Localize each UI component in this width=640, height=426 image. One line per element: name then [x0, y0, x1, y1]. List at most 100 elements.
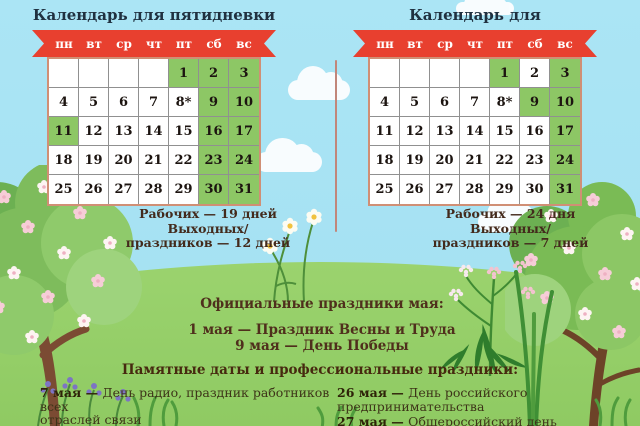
day-header: вт [86, 36, 102, 51]
empty-cell [109, 59, 139, 88]
memorable-entry-line: предпринимательства [337, 398, 485, 414]
day-cell: 30 [520, 175, 550, 204]
official-holidays-block: Официальные праздники мая: 1 мая — Празд… [172, 296, 472, 354]
stats-line: Рабочих — 19 дней [139, 206, 277, 221]
stats-five-day: Рабочих — 19 дней Выходных/праздников — 1… [103, 206, 313, 251]
cloud [288, 66, 350, 101]
day-header: сб [527, 36, 543, 51]
memorable-dates-right-column: 26 мая — День российского предприниматель… [337, 386, 629, 426]
cloud [256, 138, 322, 173]
day-header: вт [407, 36, 423, 51]
day-cell: 25 [370, 175, 400, 204]
official-holidays-heading: Официальные праздники мая: [200, 296, 444, 312]
day-header: ср [116, 36, 132, 51]
day-cell: 2 [199, 59, 229, 88]
day-cell: 7 [139, 88, 169, 117]
day-cell: 12 [79, 117, 109, 146]
day-cell: 23 [520, 146, 550, 175]
grass-tuft-illustration [594, 396, 632, 426]
memorable-dates-heading: Памятные даты и профессиональные праздни… [121, 362, 519, 378]
day-cell: 10 [229, 88, 259, 117]
day-cell: 20 [109, 146, 139, 175]
day-cell: 8* [169, 88, 199, 117]
day-cell: 6 [430, 88, 460, 117]
day-cell: 11 [49, 117, 79, 146]
empty-cell [400, 59, 430, 88]
stats-line: Выходных/ [167, 220, 249, 236]
memorable-entry-date: 26 мая — [337, 385, 409, 400]
day-cell: 30 [199, 175, 229, 204]
day-cell: 27 [109, 175, 139, 204]
stats-line: Выходных/ [470, 220, 551, 236]
day-header: ср [437, 36, 453, 51]
day-cell: 29 [169, 175, 199, 204]
tall-grass-illustration [514, 270, 554, 426]
day-header: пн [376, 36, 394, 51]
official-holidays-list: 1 мая — Праздник Весны и Труда 9 мая — Де… [172, 322, 472, 354]
empty-cell [49, 59, 79, 88]
day-cell: 13 [430, 117, 460, 146]
daisy-flowers-illustration [262, 208, 322, 302]
day-cell: 23 [199, 146, 229, 175]
day-cell: 9 [520, 88, 550, 117]
day-cell: 25 [49, 175, 79, 204]
day-cell: 17 [229, 117, 259, 146]
holiday-item: 1 мая — Праздник Весны и Труда [188, 322, 456, 338]
day-cell: 31 [550, 175, 580, 204]
day-cell: 11 [370, 117, 400, 146]
day-cell: 5 [400, 88, 430, 117]
day-header: пт [496, 36, 514, 51]
day-cell: 26 [400, 175, 430, 204]
day-cell: 17 [550, 117, 580, 146]
day-cell: 1 [490, 59, 520, 88]
day-cell: 24 [550, 146, 580, 175]
day-cell: 14 [460, 117, 490, 146]
day-cell: 16 [520, 117, 550, 146]
day-cell: 22 [169, 146, 199, 175]
day-cell: 16 [199, 117, 229, 146]
empty-cell [430, 59, 460, 88]
day-cell: 4 [370, 88, 400, 117]
day-cell: 28 [460, 175, 490, 204]
holiday-item: 9 мая — День Победы [235, 338, 409, 354]
day-cell: 4 [49, 88, 79, 117]
day-cell: 26 [79, 175, 109, 204]
stats-six-day: Рабочих — 24 дня Выходных/праздников — 7 … [423, 206, 598, 251]
day-cell: 19 [79, 146, 109, 175]
calendar-divider [335, 60, 337, 232]
stats-line: праздников — 7 дней [432, 235, 589, 250]
day-header: пн [55, 36, 73, 51]
memorable-entry-date: 7 мая — [40, 385, 103, 400]
stats-line: Рабочих — 24 дня [445, 206, 576, 221]
memorable-entry-line: 26 мая — День российского [337, 385, 528, 400]
day-cell: 13 [109, 117, 139, 146]
ribbon-header: пн вт ср чт пт сб вс [353, 30, 597, 57]
day-cell: 6 [109, 88, 139, 117]
day-cell: 5 [79, 88, 109, 117]
day-header: вс [557, 36, 573, 51]
cloud [456, 0, 514, 16]
day-cell: 1 [169, 59, 199, 88]
memorable-entry: 27 мая — Общероссийский день библиотек [337, 415, 629, 426]
day-cell: 2 [520, 59, 550, 88]
grass-tuft-illustration [132, 396, 179, 426]
day-cell: 18 [370, 146, 400, 175]
day-cell: 24 [229, 146, 259, 175]
stats-line: праздников — 12 дней [125, 235, 291, 250]
day-cell: 22 [490, 146, 520, 175]
empty-cell [370, 59, 400, 88]
purple-flowers-illustration [37, 377, 131, 426]
day-cell: 7 [460, 88, 490, 117]
calendar-grid: 1 2 3 4 5 6 7 8* 9 10 11 12 13 14 15 16 17 18 19 20 21 22 23 24… [368, 57, 582, 206]
day-cell: 3 [550, 59, 580, 88]
day-cell: 15 [490, 117, 520, 146]
day-cell: 19 [400, 146, 430, 175]
day-cell: 20 [430, 146, 460, 175]
blossom-tree-left-illustration [0, 165, 142, 426]
memorable-entry-line: 27 мая — Общероссийский день библиотек [337, 415, 629, 426]
memorable-entry: 7 мая — День радио, праздник работников … [40, 386, 352, 426]
ribbon-header: пн вт ср чт пт сб вс [32, 30, 276, 57]
day-header: чт [466, 36, 484, 51]
memorable-entry: 26 мая — День российского предприниматель… [337, 386, 629, 413]
day-cell: 18 [49, 146, 79, 175]
